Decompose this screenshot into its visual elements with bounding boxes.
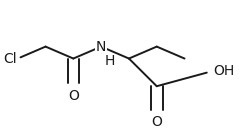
Text: OH: OH — [214, 64, 235, 78]
Text: N: N — [96, 40, 106, 54]
Text: O: O — [151, 115, 162, 129]
Text: Cl: Cl — [3, 51, 17, 66]
Text: H: H — [105, 54, 115, 68]
Text: O: O — [68, 89, 79, 103]
